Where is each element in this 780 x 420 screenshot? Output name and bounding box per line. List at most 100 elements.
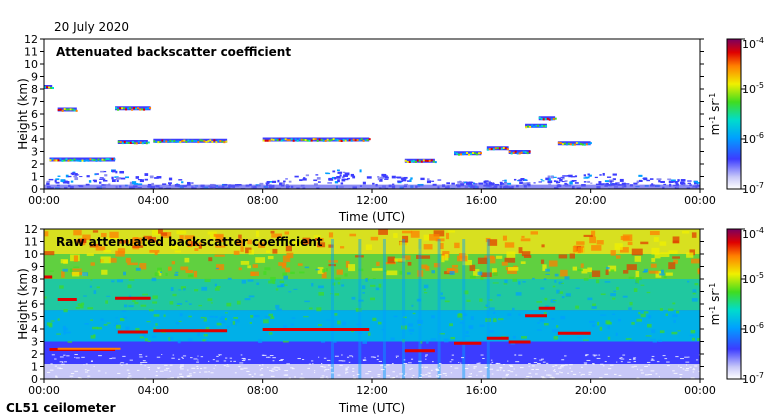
noise-cell [396,375,398,377]
noise-cell [92,326,99,330]
streak [402,239,406,379]
noise-cell [218,354,220,356]
noise-cell [196,365,199,367]
noise-cell [579,372,581,374]
noise-cell [411,304,414,307]
noise-cell [189,373,192,375]
noise-cell [391,363,394,365]
noise-cell [73,255,78,262]
noise-cell [399,270,403,275]
cloud-cell [354,139,357,142]
noise-cell [97,327,103,330]
noise-cell [337,320,341,325]
noise-cell [276,308,282,311]
noise-cell [450,365,453,367]
backscatter-cell [561,181,567,183]
noise-cell [138,354,143,356]
noise-cell [140,304,147,307]
backscatter-cell [55,178,60,181]
backscatter-cell [400,177,406,180]
backscatter-cell [587,180,591,183]
noise-cell [631,321,635,325]
backscatter-cell [377,176,380,178]
noise-cell [461,357,465,359]
noise-cell [74,354,78,356]
noise-cell [565,293,571,297]
backscatter-cell [94,173,97,176]
noise-cell [214,288,220,291]
noise-cell [489,363,492,365]
noise-cell [419,377,423,379]
noise-cell [521,235,525,238]
cloud-cell [125,108,128,111]
noise-cell [666,365,670,367]
noise-cell [328,260,338,263]
noise-cell [308,307,313,310]
backscatter-cell [65,174,69,178]
cloud-cell [139,108,142,111]
noise-cell [129,359,133,361]
backscatter-cell [638,174,643,177]
noise-cell [154,272,160,277]
backscatter-cell [70,172,73,175]
cloud-cell [476,153,478,156]
noise-cell [189,274,193,277]
noise-cell [204,371,208,373]
backscatter-cell [359,169,362,173]
noise-cell [364,357,366,359]
noise-cell [629,340,635,342]
noise-cell [239,362,244,364]
noise-cell [591,305,597,309]
y-tick-label: 12 [24,223,38,236]
y-tick-label: 12 [24,33,38,46]
noise-cell [478,362,481,364]
noise-cell [560,372,563,374]
noise-cell [659,273,665,276]
noise-cell [462,259,472,266]
noise-cell [261,374,264,376]
noise-cell [435,375,440,377]
noise-cell [362,359,366,361]
cloud-cell [366,139,369,142]
backscatter-cell [277,179,280,183]
noise-cell [59,285,64,289]
noise-cell [678,365,680,367]
noise-cell [224,312,228,314]
noise-cell [518,313,521,316]
noise-cell [399,373,404,375]
noise-cell [367,332,371,336]
noise-cell [409,333,413,335]
backscatter-cell [540,178,543,180]
backscatter-cell [562,175,565,177]
noise-cell [345,367,348,369]
backscatter-cell [548,178,551,182]
noise-cell [178,373,183,375]
noise-cell [243,358,247,360]
noise-cell [399,241,408,246]
noise-cell [299,377,303,379]
backscatter-cell [633,182,638,185]
noise-cell [372,317,377,322]
cloud-cell [87,159,90,162]
noise-cell [652,340,658,343]
cloud-cell [133,107,136,110]
noise-cell [542,361,546,363]
cloud-cell [356,138,359,141]
noise-cell [160,232,168,236]
cloud-layer [508,150,531,154]
cloud-cell [486,148,489,151]
backscatter-cell [677,179,680,182]
cloud-cell [542,118,545,121]
noise-cell [536,363,541,365]
cloud-cell [127,141,130,144]
noise-cell [518,247,523,254]
noise-cell [659,330,665,334]
noise-cell [685,361,690,363]
cloud-cell [422,159,425,162]
noise-cell [491,268,497,273]
noise-cell [411,368,413,370]
cloud-cell [193,139,196,142]
noise-cell [83,364,85,366]
bottom-heatmap [44,229,700,379]
cloud-cell [338,139,341,142]
